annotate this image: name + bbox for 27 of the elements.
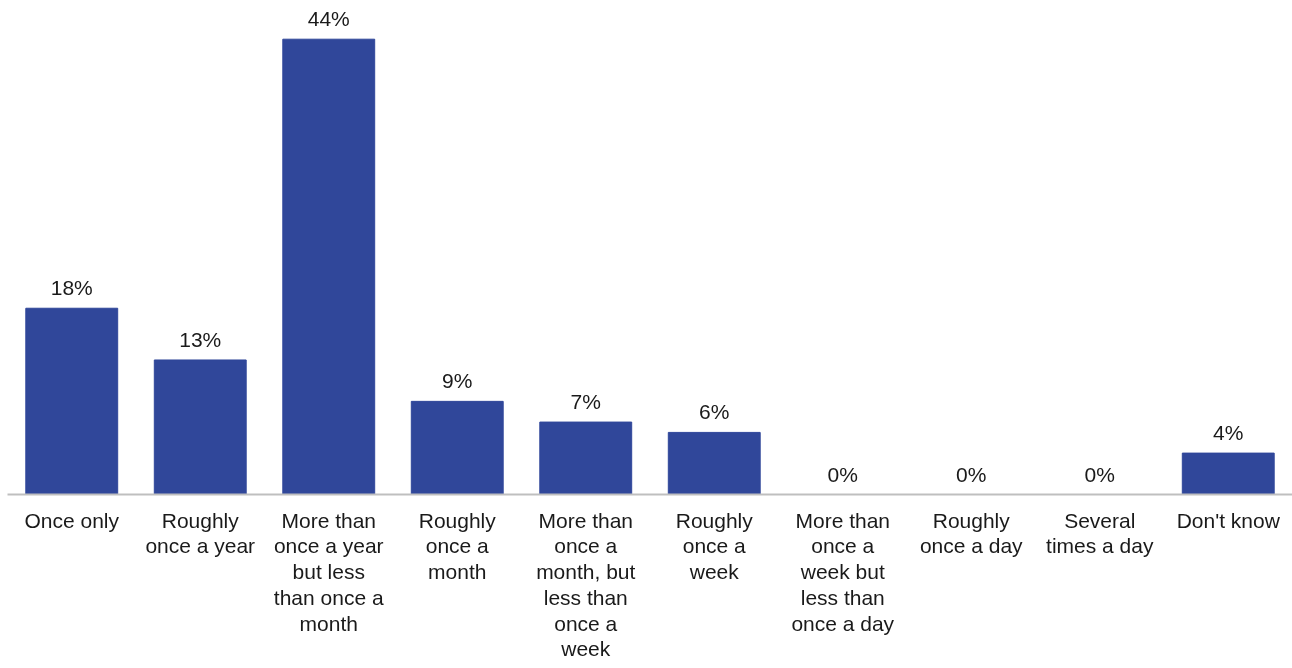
- x-tick-label: Roughly once a day: [919, 508, 1024, 558]
- bar: [153, 359, 247, 495]
- data-label: 9%: [442, 369, 473, 393]
- x-tick-label: Roughly once a week: [675, 508, 754, 584]
- data-label: 13%: [179, 327, 222, 351]
- x-tick-label: Roughly once a month: [418, 508, 497, 584]
- data-label: 18%: [50, 276, 93, 300]
- bar: [667, 431, 761, 495]
- bar: [25, 307, 119, 495]
- bar: [539, 421, 633, 495]
- data-label: 0%: [956, 462, 987, 486]
- bar: [410, 400, 504, 495]
- x-tick-label: Several times a day: [1046, 508, 1154, 558]
- x-tick-label: Once only: [24, 508, 120, 532]
- bar: [282, 38, 376, 495]
- data-label: 4%: [1213, 421, 1244, 445]
- x-tick-label: Don't know: [1176, 508, 1281, 532]
- x-tick-label: Roughly once a year: [145, 508, 256, 558]
- data-label: 7%: [570, 390, 601, 414]
- x-tick-label: More than once a month, but less than once a week: [536, 508, 636, 661]
- data-label: 0%: [1084, 462, 1115, 486]
- data-label: 6%: [699, 400, 730, 424]
- data-label: 0%: [827, 462, 858, 486]
- data-label: 44%: [307, 7, 350, 31]
- x-tick-label: More than once a year but less than once a month: [273, 508, 384, 635]
- x-tick-label: More than once a week but less than once a day: [791, 508, 895, 635]
- bar: [1181, 452, 1275, 495]
